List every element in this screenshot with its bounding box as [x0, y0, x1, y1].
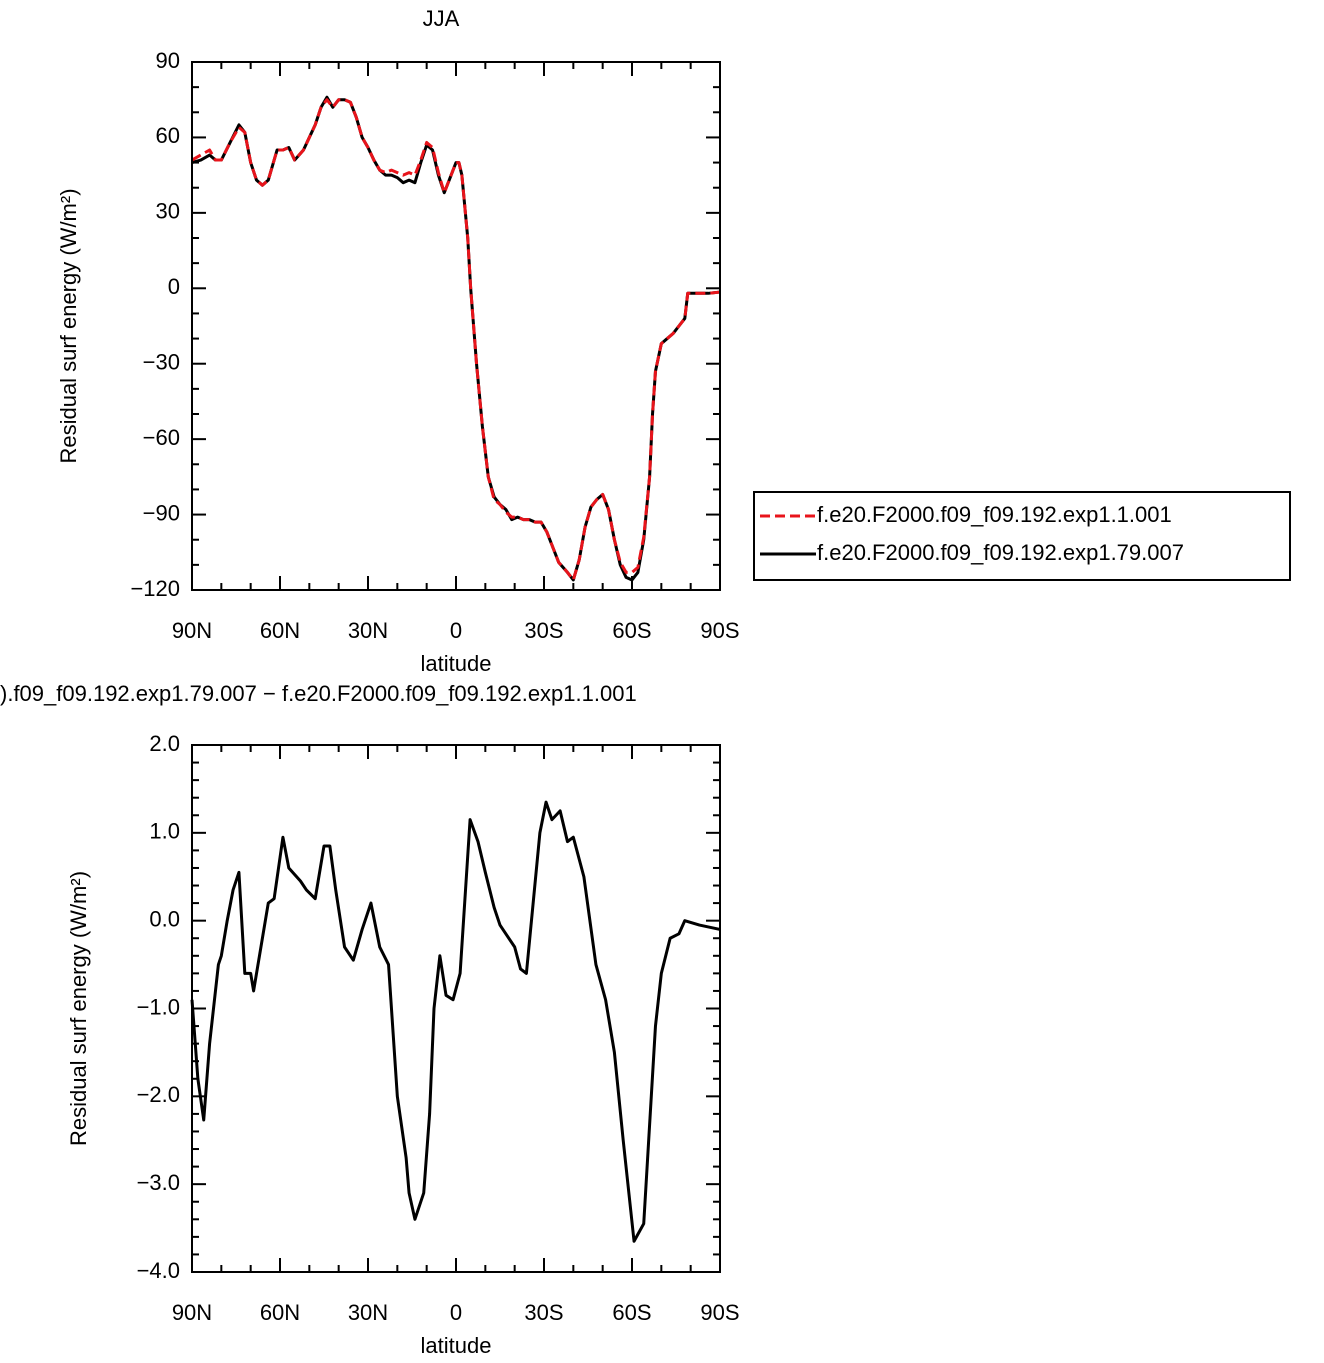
- y-tick-label: 0: [168, 274, 180, 299]
- x-tick-label: 0: [450, 1300, 462, 1325]
- plot-frame: [191, 61, 721, 591]
- y-tick-label: −60: [143, 425, 180, 450]
- legend-box: [753, 491, 1291, 581]
- x-tick-label: 30S: [524, 1300, 563, 1325]
- x-axis-label: latitude: [421, 1333, 492, 1358]
- y-axis-label: Residual surf energy (W/m²): [56, 188, 81, 463]
- x-tick-label: 90S: [700, 1300, 739, 1325]
- x-tick-label: 60N: [260, 618, 300, 643]
- y-tick-label: 0.0: [149, 906, 180, 931]
- chart-title: JJA: [423, 6, 460, 31]
- plot-frame: [191, 744, 721, 1273]
- x-tick-label: 60S: [612, 1300, 651, 1325]
- data-line: [190, 800, 721, 1243]
- y-tick-label: −30: [143, 350, 180, 375]
- x-axis-label: latitude: [421, 651, 492, 676]
- y-tick-label: −120: [130, 576, 180, 601]
- x-tick-label: 90S: [700, 618, 739, 643]
- x-tick-label: 30N: [348, 618, 388, 643]
- y-axis-label: Residual surf energy (W/m²): [66, 871, 91, 1146]
- x-tick-label: 0: [450, 618, 462, 643]
- x-tick-label: 30N: [348, 1300, 388, 1325]
- y-tick-label: −2.0: [137, 1082, 180, 1107]
- y-tick-label: 90: [156, 48, 180, 73]
- x-tick-label: 90N: [172, 618, 212, 643]
- legend-label: f.e20.F2000.f09_f09.192.exp1.1.001: [817, 502, 1172, 527]
- y-tick-label: 1.0: [149, 819, 180, 844]
- y-tick-label: 30: [156, 199, 180, 224]
- y-tick-label: 60: [156, 123, 180, 148]
- data-line: [191, 98, 721, 582]
- x-tick-label: 60N: [260, 1300, 300, 1325]
- chart-title: ).f09_f09.192.exp1.79.007 − f.e20.F2000.…: [0, 681, 637, 706]
- x-tick-label: 30S: [524, 618, 563, 643]
- x-tick-label: 60S: [612, 618, 651, 643]
- y-tick-label: −4.0: [137, 1258, 180, 1283]
- y-tick-label: 2.0: [149, 731, 180, 756]
- y-tick-label: −90: [143, 500, 180, 525]
- y-tick-label: −3.0: [137, 1170, 180, 1195]
- y-tick-label: −1.0: [137, 994, 180, 1019]
- legend-label: f.e20.F2000.f09_f09.192.exp1.79.007: [817, 540, 1184, 565]
- x-tick-label: 90N: [172, 1300, 212, 1325]
